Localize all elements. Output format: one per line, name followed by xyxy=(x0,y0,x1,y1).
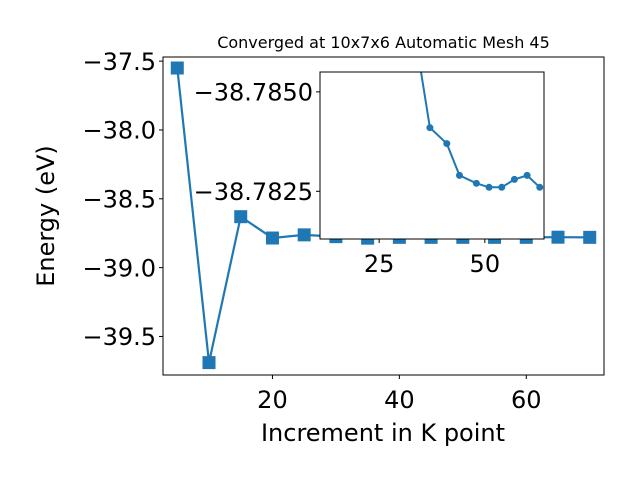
main-data-point xyxy=(551,230,565,244)
inset-axes-frame xyxy=(319,71,545,240)
chart-title: Converged at 10x7x6 Automatic Mesh 45 xyxy=(217,33,550,52)
main-y-tick-label: −38.5 xyxy=(82,185,156,213)
inset-data-point xyxy=(498,183,506,191)
main-y-tick-label: −39.0 xyxy=(82,254,156,282)
main-data-point xyxy=(170,61,184,75)
inset-x-tick-label: 50 xyxy=(470,250,501,278)
main-data-point xyxy=(297,228,311,242)
main-x-tick-label: 20 xyxy=(257,386,288,414)
main-y-tick-label: −38.0 xyxy=(82,117,156,145)
inset-data-point xyxy=(536,183,544,191)
main-data-point xyxy=(202,356,216,370)
main-axes: Converged at 10x7x6 Automatic Mesh 45 20… xyxy=(32,33,605,447)
main-data-point xyxy=(583,230,597,244)
inset-data-point xyxy=(472,179,480,187)
main-data-point xyxy=(234,210,248,224)
main-axes-frame xyxy=(162,56,605,376)
y-axis-label: Energy (eV) xyxy=(32,145,60,287)
main-x-tick-label: 60 xyxy=(511,386,542,414)
main-x-ticks: 20 40 60 xyxy=(257,375,542,414)
inset-series-line xyxy=(420,72,541,189)
inset-background xyxy=(320,72,544,239)
inset-data-point xyxy=(510,175,518,183)
inset-plot-area xyxy=(420,72,544,191)
inset-data-point xyxy=(443,140,451,148)
inset-data-point xyxy=(426,124,434,132)
main-x-tick-label: 40 xyxy=(384,386,415,414)
main-y-tick-label: −39.5 xyxy=(82,323,156,351)
inset-y-tick-label: −38.7825 xyxy=(194,178,313,206)
inset-data-point xyxy=(523,171,531,179)
inset-axes: 25 50 −38.7850 −38.7825 xyxy=(194,71,545,278)
main-data-point xyxy=(265,231,279,245)
inset-y-tick-label: −38.7850 xyxy=(194,79,313,107)
inset-data-point xyxy=(485,183,493,191)
x-axis-label: Increment in K point xyxy=(261,419,505,447)
inset-data-point xyxy=(455,171,463,179)
inset-x-ticks: 25 50 xyxy=(364,239,500,278)
main-y-tick-label: −37.5 xyxy=(82,48,156,76)
main-y-ticks: −37.5 −38.0 −38.5 −39.0 −39.5 xyxy=(82,48,163,351)
inset-y-ticks: −38.7850 −38.7825 xyxy=(194,79,320,206)
inset-x-tick-label: 25 xyxy=(364,250,395,278)
